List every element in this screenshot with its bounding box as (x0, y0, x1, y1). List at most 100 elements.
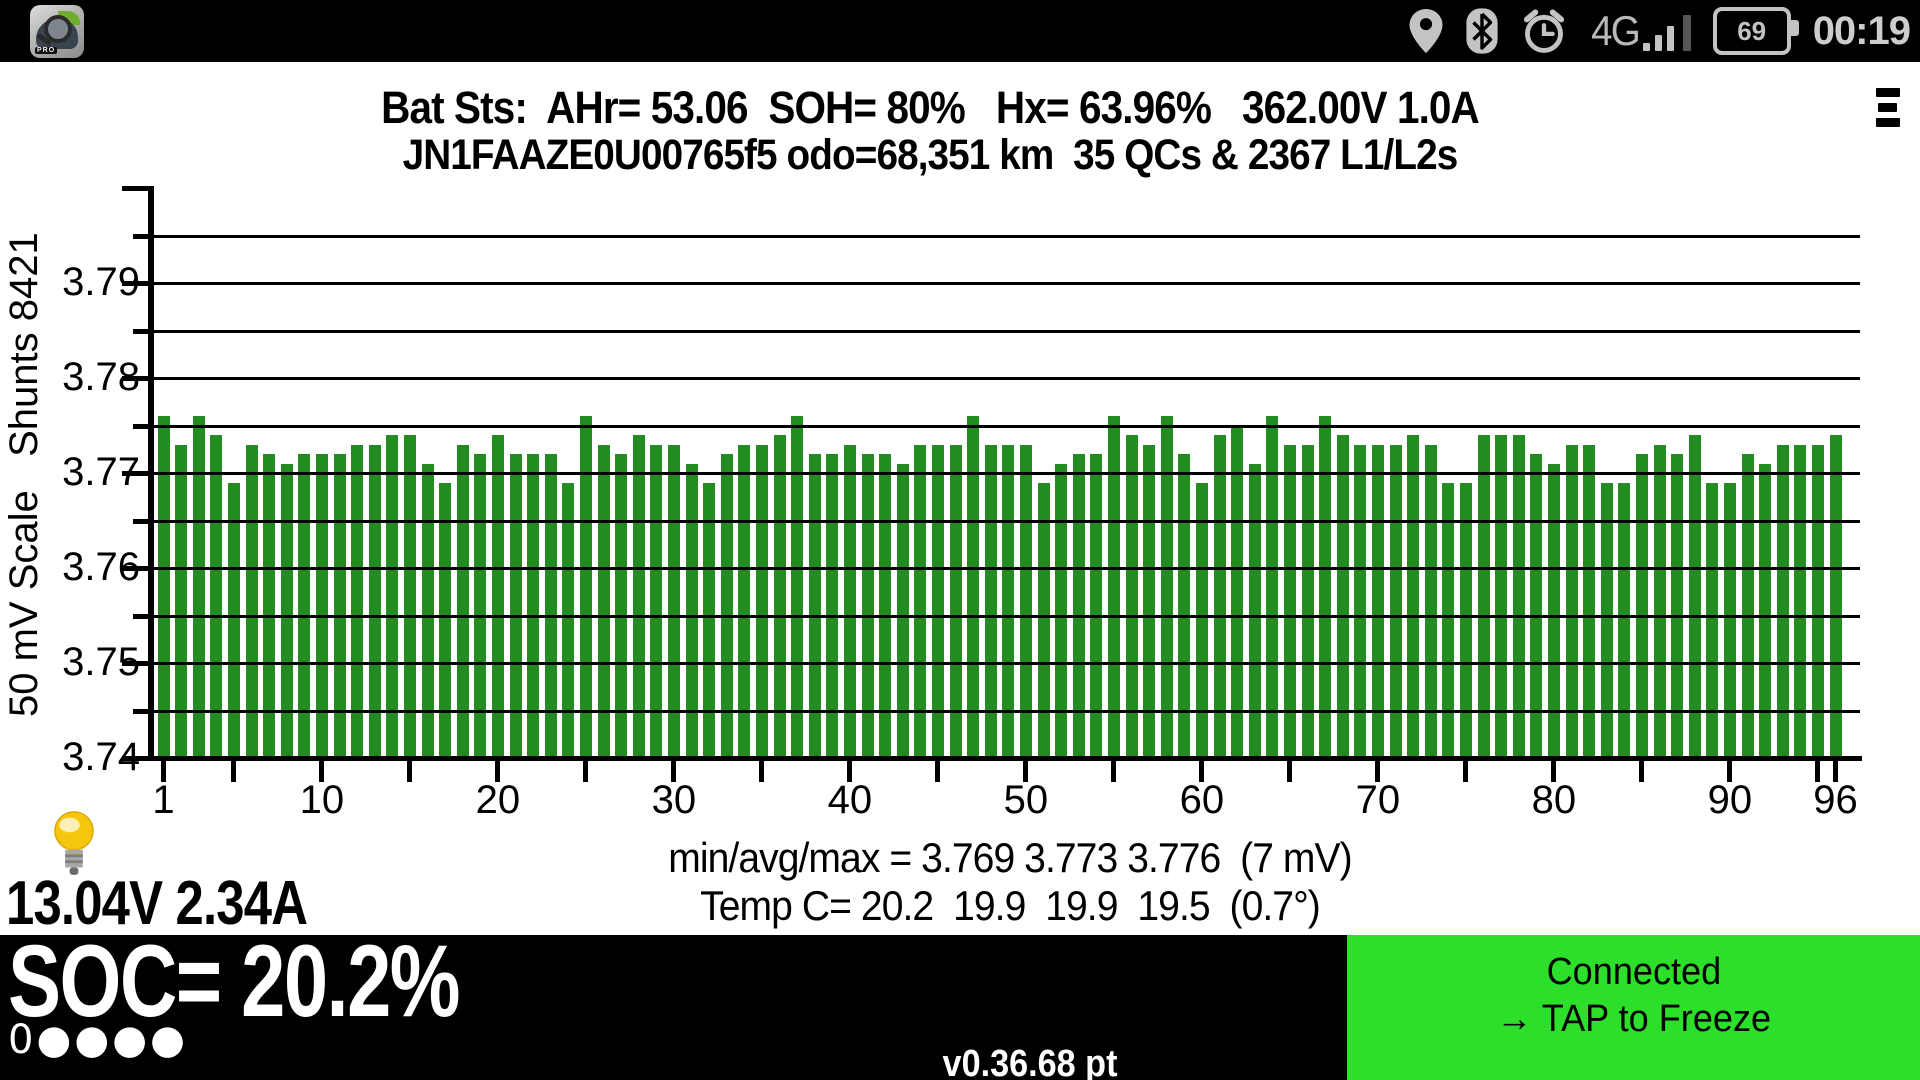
cell-bar (1407, 435, 1420, 760)
status-icons: 4G 69 00:19 (1409, 0, 1920, 62)
cell-bar (1829, 435, 1842, 760)
cell-bar (984, 444, 997, 760)
cell-bar (1530, 454, 1543, 760)
x-tick (231, 758, 237, 782)
x-tick (319, 758, 325, 782)
cell-bar (157, 416, 170, 760)
menu-icon[interactable] (1876, 88, 1902, 128)
x-tick (1375, 758, 1381, 782)
cell-bar (1213, 435, 1226, 760)
vin-odometer-title: JN1FAAZE0U00765f5 odo=68,351 km 35 QCs &… (402, 131, 1459, 179)
x-tick-label: 50 (1003, 778, 1049, 822)
cell-bar (1618, 482, 1631, 760)
cell-bar (1319, 416, 1332, 760)
cell-bar (192, 416, 205, 760)
y-major-tick (122, 471, 149, 476)
cell-bar (615, 454, 628, 760)
x-tick-label: 40 (827, 778, 873, 822)
cell-bar (896, 463, 909, 760)
cell-bar (1723, 482, 1736, 760)
x-tick (759, 758, 765, 782)
cell-bar (368, 444, 381, 760)
x-tick (407, 758, 413, 782)
cell-bar (1248, 463, 1261, 760)
cell-bar (826, 454, 839, 760)
x-tick (1287, 758, 1293, 782)
grid-line (154, 662, 1860, 665)
version-info: v0.36.68 pt ELM327 v1.5 (742, 949, 1318, 1080)
cell-bar (1706, 482, 1719, 760)
grid-line (154, 234, 1860, 238)
cell-bar (791, 416, 804, 760)
pro-badge: PRO (35, 47, 58, 54)
y-major-tick (122, 186, 149, 191)
x-tick (847, 758, 853, 782)
cell-bar (1653, 444, 1666, 760)
cell-bar (1301, 444, 1314, 760)
grid-line (154, 282, 1860, 285)
cell-bar (632, 435, 645, 760)
bulb-icon[interactable] (52, 810, 96, 889)
cell-bar (1037, 482, 1050, 760)
cell-bar (439, 482, 452, 760)
x-tick-label: 20 (475, 778, 521, 822)
cell-bar (685, 463, 698, 760)
cell-bar (1283, 444, 1296, 760)
y-minor-tick (133, 613, 149, 619)
network-label: 4G (1590, 7, 1641, 54)
soc-readout[interactable]: SOC= 20.2% (8, 924, 461, 1038)
leafspy-app-icon: PRO (30, 5, 84, 58)
cell-bar (1583, 444, 1596, 760)
x-tick-label: 60 (1179, 778, 1225, 822)
cell-bar (474, 454, 487, 760)
y-minor-tick (133, 708, 149, 714)
cell-bar (1002, 444, 1015, 760)
y-major-tick (122, 281, 149, 286)
cell-bar (1459, 482, 1472, 760)
cell-bar (931, 444, 944, 760)
cell-bar (1055, 463, 1068, 760)
cell-bar (1741, 454, 1754, 760)
cell-bar (755, 444, 768, 760)
grid-line (154, 567, 1860, 570)
y-minor-tick (133, 423, 149, 429)
x-tick (1833, 758, 1838, 782)
x-tick (671, 758, 677, 782)
x-tick-label: 70 (1355, 778, 1401, 822)
cell-bar (315, 454, 328, 760)
cell-bar (562, 482, 575, 760)
cell-bar (527, 454, 540, 760)
cell-bar (280, 463, 293, 760)
cell-bar (579, 416, 592, 760)
cell-bar (1688, 435, 1701, 760)
x-tick (1199, 758, 1205, 782)
cell-bar (227, 482, 240, 760)
cell-bar (1107, 416, 1120, 760)
cell-bar (1495, 435, 1508, 760)
network-type: 4G (1589, 7, 1691, 55)
cell-bar (1547, 463, 1560, 760)
cell-bar (1019, 444, 1032, 760)
x-tick (495, 758, 501, 782)
temperature-line: Temp C= 20.2 19.9 19.9 19.5 (0.7°) (700, 882, 1321, 929)
connection-panel[interactable]: Connected → TAP to Freeze (1347, 935, 1920, 1080)
x-tick (161, 758, 166, 782)
x-tick (1639, 758, 1645, 782)
cell-bar (333, 454, 346, 760)
bluetooth-icon (1465, 8, 1499, 54)
y-minor-tick (133, 328, 149, 334)
cell-bar (949, 444, 962, 760)
x-axis-baseline (148, 756, 1862, 761)
cell-bar (720, 454, 733, 760)
cell-bar (175, 444, 188, 760)
x-tick (583, 758, 589, 782)
y-major-tick (122, 756, 149, 761)
cell-bar (1759, 463, 1772, 760)
cell-bar (967, 416, 980, 760)
cell-bar (1195, 482, 1208, 760)
cell-bar (1565, 444, 1578, 760)
cell-bar (1776, 444, 1789, 760)
cell-bar (1811, 444, 1824, 760)
status-bar: PRO (0, 0, 1920, 62)
